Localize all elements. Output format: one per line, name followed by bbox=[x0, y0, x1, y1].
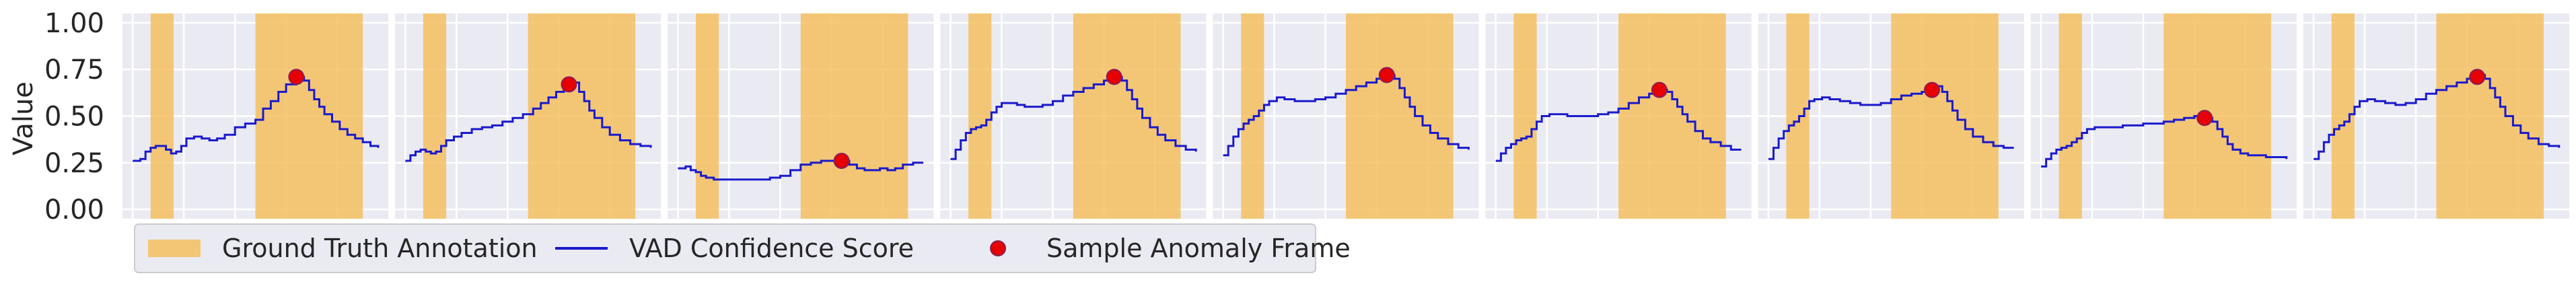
anomaly-marker bbox=[288, 69, 305, 85]
subplot-6 bbox=[1485, 13, 1752, 219]
subplot-7 bbox=[1758, 13, 2024, 219]
y-tick-label: 0.00 bbox=[44, 194, 104, 225]
annotation-span bbox=[2331, 13, 2355, 219]
annotation-span bbox=[2436, 13, 2544, 219]
y-tick-labels: 0.00 0.25 0.50 0.75 1.00 bbox=[44, 8, 104, 225]
legend: Ground Truth Annotation VAD Confidence Sc… bbox=[134, 223, 1351, 273]
legend-swatch-annotation bbox=[148, 240, 201, 257]
anomaly-marker bbox=[833, 153, 850, 170]
annotation-span bbox=[423, 13, 447, 219]
annotation-span bbox=[1346, 13, 1454, 219]
annotation-span bbox=[2163, 13, 2271, 219]
annotation-span bbox=[2059, 13, 2082, 219]
anomaly-marker bbox=[1378, 67, 1395, 83]
anomaly-marker bbox=[2469, 69, 2486, 85]
subplot-9 bbox=[2303, 13, 2569, 219]
subplot-3 bbox=[668, 13, 934, 219]
annotation-span bbox=[1513, 13, 1537, 219]
legend-box bbox=[134, 223, 1316, 273]
y-tick-label: 0.25 bbox=[44, 148, 104, 179]
y-tick-label: 0.50 bbox=[44, 102, 104, 133]
anomaly-marker bbox=[1651, 81, 1668, 98]
annotation-span bbox=[528, 13, 636, 219]
confidence-line bbox=[1495, 89, 1742, 162]
subplot-1 bbox=[122, 13, 389, 219]
anomaly-marker bbox=[2196, 110, 2213, 127]
confidence-line bbox=[405, 81, 652, 162]
annotation-span bbox=[968, 13, 992, 219]
legend-label: Sample Anomaly Frame bbox=[1046, 234, 1351, 263]
annotation-span bbox=[1786, 13, 1810, 219]
annotation-span bbox=[1241, 13, 1264, 219]
annotation-span bbox=[1073, 13, 1181, 219]
y-tick-label: 0.75 bbox=[44, 55, 104, 85]
anomaly-marker bbox=[561, 76, 577, 93]
confidence-line bbox=[133, 75, 380, 162]
anomaly-marker bbox=[1924, 81, 1941, 98]
y-tick-label: 1.00 bbox=[44, 8, 104, 39]
subplot-2 bbox=[395, 13, 661, 219]
subplot-4 bbox=[940, 13, 1207, 219]
confidence-line bbox=[678, 159, 924, 181]
legend-label: Ground Truth Annotation bbox=[222, 234, 538, 263]
confidence-line bbox=[950, 75, 1197, 160]
subplot-5 bbox=[1213, 13, 1479, 219]
confidence-line bbox=[1768, 85, 2014, 160]
legend-label: VAD Confidence Score bbox=[629, 234, 914, 263]
annotation-span bbox=[255, 13, 363, 219]
annotation-span bbox=[1618, 13, 1726, 219]
y-axis-label: Value bbox=[8, 81, 39, 155]
annotation-span bbox=[150, 13, 174, 219]
confidence-line bbox=[2041, 115, 2288, 168]
annotation-span bbox=[696, 13, 719, 219]
legend-swatch-marker bbox=[990, 240, 1006, 256]
annotation-span bbox=[800, 13, 908, 219]
panels-layer bbox=[122, 13, 2569, 219]
annotation-span bbox=[1891, 13, 1999, 219]
subplot-8 bbox=[2030, 13, 2297, 219]
confidence-line bbox=[1223, 74, 1470, 157]
confidence-line bbox=[2314, 74, 2561, 160]
anomaly-marker bbox=[1106, 69, 1122, 85]
